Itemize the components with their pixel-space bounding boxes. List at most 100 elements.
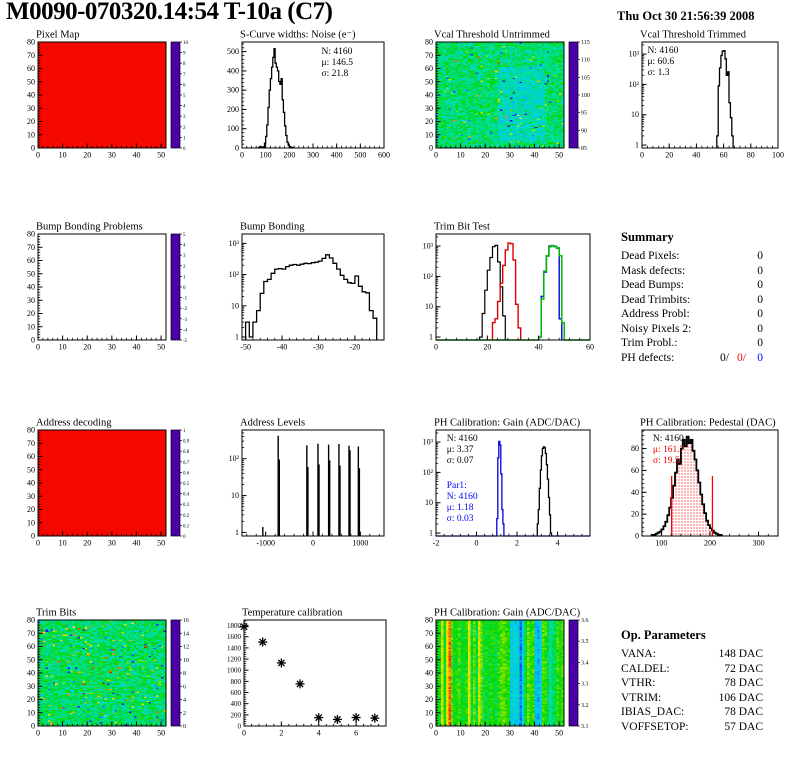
svg-text:6: 6 (183, 684, 186, 690)
svg-text:0.3: 0.3 (183, 503, 190, 508)
svg-text:4: 4 (317, 729, 321, 738)
svg-text:90: 90 (581, 128, 587, 134)
svg-text:8: 8 (183, 671, 186, 677)
heatmap-canvas (436, 620, 564, 726)
svg-text:5: 5 (183, 94, 186, 99)
svg-text:40: 40 (535, 343, 543, 352)
svg-text:10: 10 (631, 110, 639, 119)
svg-text:80: 80 (27, 230, 35, 239)
svg-text:Par1:: Par1: (447, 481, 467, 491)
svg-text:3.4: 3.4 (581, 660, 589, 666)
plot-svg: 0 10 20 30 40 50 0 10 20 30 40 50 60 70 80 3.6 3.5 3.4 3.3… (425, 608, 589, 738)
svg-text:80: 80 (27, 616, 35, 625)
svg-text:1: 1 (183, 429, 186, 434)
svg-text:σ: 1.3: σ: 1.3 (647, 68, 669, 78)
svg-text:S-Curve widths: Noise (e⁻): S-Curve widths: Noise (e⁻) (240, 30, 356, 41)
svg-text:0: 0 (31, 336, 35, 345)
svg-text:500: 500 (354, 151, 366, 160)
svg-text:10: 10 (457, 151, 465, 160)
timestamp: Thu Oct 30 21:56:39 2008 (617, 9, 755, 23)
row-label: Mask defects: (621, 264, 686, 277)
svg-text:0: 0 (31, 532, 35, 541)
svg-text:1000: 1000 (352, 539, 368, 548)
svg-text:N: 4160: N: 4160 (447, 434, 478, 444)
row-label: Dead Trimbits: (621, 293, 691, 306)
svg-text:0: 0 (31, 722, 35, 731)
row-value: 0 (757, 293, 763, 306)
svg-text:μ: 1.18: μ: 1.18 (447, 503, 474, 513)
row-value: 106 DAC (718, 691, 763, 704)
ph-calibration-pedestal-plot: 100 200 300 0 20 40 60 80 N: 4160 μ: 161.7 σ: 19.5… (612, 416, 794, 566)
svg-text:80: 80 (425, 38, 433, 47)
svg-text:60: 60 (720, 151, 728, 160)
svg-text:-3: -3 (183, 318, 188, 323)
svg-text:30: 30 (27, 104, 35, 113)
svg-text:10²: 10² (229, 270, 240, 279)
svg-text:20: 20 (425, 695, 433, 704)
svg-text:-4: -4 (183, 328, 188, 333)
svg-text:0: 0 (31, 144, 35, 153)
svg-text:0.6: 0.6 (183, 471, 190, 476)
svg-text:0: 0 (238, 723, 242, 731)
svg-text:Vcal Threshold Trimmed: Vcal Threshold Trimmed (640, 30, 747, 41)
svg-text:2: 2 (183, 711, 186, 717)
svg-text:10: 10 (27, 322, 35, 331)
svg-text:10: 10 (231, 301, 239, 310)
svg-text:10: 10 (231, 491, 239, 500)
svg-text:Trim Bit Test: Trim Bit Test (434, 222, 490, 233)
svg-text:0.7: 0.7 (183, 461, 190, 466)
svg-text:0: 0 (240, 151, 244, 160)
svg-text:20: 20 (481, 151, 489, 160)
svg-text:Bump Bonding Problems: Bump Bonding Problems (36, 222, 143, 233)
svg-text:50: 50 (157, 729, 165, 738)
svg-text:40: 40 (530, 151, 538, 160)
svg-text:10: 10 (59, 539, 67, 548)
svg-text:500: 500 (227, 47, 239, 56)
ph-defect-value: 0 (757, 351, 763, 364)
row-label: Noisy Pixels 2: (621, 322, 692, 335)
svg-text:3.6: 3.6 (581, 618, 589, 624)
svg-text:3.1: 3.1 (581, 724, 589, 730)
svg-text:40: 40 (132, 729, 140, 738)
plot-svg: 0 10 20 30 40 50 0 10 20 30 40 50 60 70 80 115 110 105 100… (425, 30, 590, 160)
row-value: 78 DAC (724, 677, 763, 689)
svg-text:70: 70 (27, 629, 35, 638)
row-label: Dead Bumps: (621, 279, 684, 291)
row-label: VTRIM: (621, 691, 662, 704)
svg-text:1: 1 (235, 528, 239, 537)
svg-text:10³: 10³ (229, 239, 240, 248)
svg-text:9: 9 (183, 52, 186, 57)
svg-text:40: 40 (425, 91, 433, 100)
svg-text:40: 40 (631, 488, 639, 497)
svg-text:10³: 10³ (423, 242, 434, 251)
svg-text:PH Calibration: Gain (ADC/DAC): PH Calibration: Gain (ADC/DAC) (434, 418, 581, 429)
svg-text:50: 50 (555, 729, 563, 738)
svg-text:-30: -30 (313, 343, 324, 352)
row-value: 0 (757, 264, 763, 277)
plot-svg: 0 100 200 300 400 500 600 0 100 200 300 400 500 N: 41… (227, 30, 390, 160)
row-label: IBIAS_DAC: (621, 706, 685, 718)
svg-text:σ: 0.07: σ: 0.07 (447, 456, 474, 466)
svg-text:0.1: 0.1 (183, 524, 190, 529)
svg-text:2: 2 (183, 126, 186, 131)
svg-text:40: 40 (132, 343, 140, 352)
svg-text:N: 4160: N: 4160 (647, 46, 678, 56)
svg-text:115: 115 (581, 40, 590, 46)
svg-text:-1000: -1000 (256, 539, 275, 548)
svg-text:10²: 10² (423, 468, 434, 477)
svg-text:6: 6 (354, 729, 358, 738)
svg-text:300: 300 (307, 151, 319, 160)
svg-text:110: 110 (581, 58, 590, 64)
heatmap-canvas (38, 430, 166, 536)
svg-text:50: 50 (27, 465, 35, 474)
svg-text:50: 50 (425, 77, 433, 86)
svg-text:N: 4160: N: 4160 (322, 47, 353, 57)
svg-text:0: 0 (36, 151, 40, 160)
svg-text:N: 4160: N: 4160 (653, 434, 684, 444)
svg-text:80: 80 (631, 444, 639, 453)
scurve-noise-plot: 0 100 200 300 400 500 600 0 100 200 300 400 500 N: 41… (212, 28, 400, 178)
